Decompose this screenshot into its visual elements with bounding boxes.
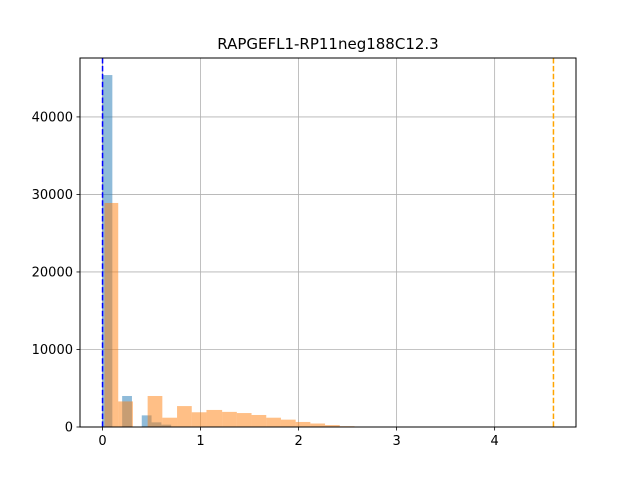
x-tick-label: 0 (98, 434, 106, 449)
x-axis-ticks: 0 1 2 3 4 (98, 427, 499, 449)
histogram-bar (295, 421, 311, 427)
histogram-bar (236, 413, 252, 427)
histogram-bar (222, 411, 237, 427)
chart-title: RAPGEFL1-RP11neg188C12.3 (217, 35, 438, 53)
histogram-bar (104, 202, 119, 427)
histogram-bar (191, 412, 207, 427)
y-tick-label: 30000 (32, 188, 73, 203)
y-axis-ticks: 0 10000 20000 30000 40000 (32, 110, 80, 436)
histogram-bar (206, 409, 223, 427)
histogram-bar (280, 419, 296, 427)
histogram-bar (141, 415, 152, 427)
histogram-bar (162, 417, 178, 427)
y-tick-label: 40000 (32, 110, 73, 125)
x-tick-label: 4 (490, 434, 498, 449)
plot-frame (79, 57, 577, 428)
y-tick-label: 20000 (32, 265, 73, 280)
histogram-bar (310, 423, 326, 427)
y-tick-label: 0 (65, 421, 73, 436)
x-tick-label: 2 (294, 434, 302, 449)
x-tick-label: 1 (196, 434, 204, 449)
histogram-bar (251, 414, 267, 427)
y-tick-label: 10000 (32, 343, 73, 358)
histogram-bar (147, 395, 163, 427)
histogram-bars (102, 75, 370, 427)
histogram-bar (177, 406, 192, 427)
histogram-bar (118, 401, 133, 427)
histogram-bar (266, 417, 281, 427)
grid-lines (80, 58, 576, 428)
reference-lines (101, 58, 555, 427)
x-tick-label: 3 (392, 434, 400, 449)
histogram-bar (325, 425, 340, 427)
